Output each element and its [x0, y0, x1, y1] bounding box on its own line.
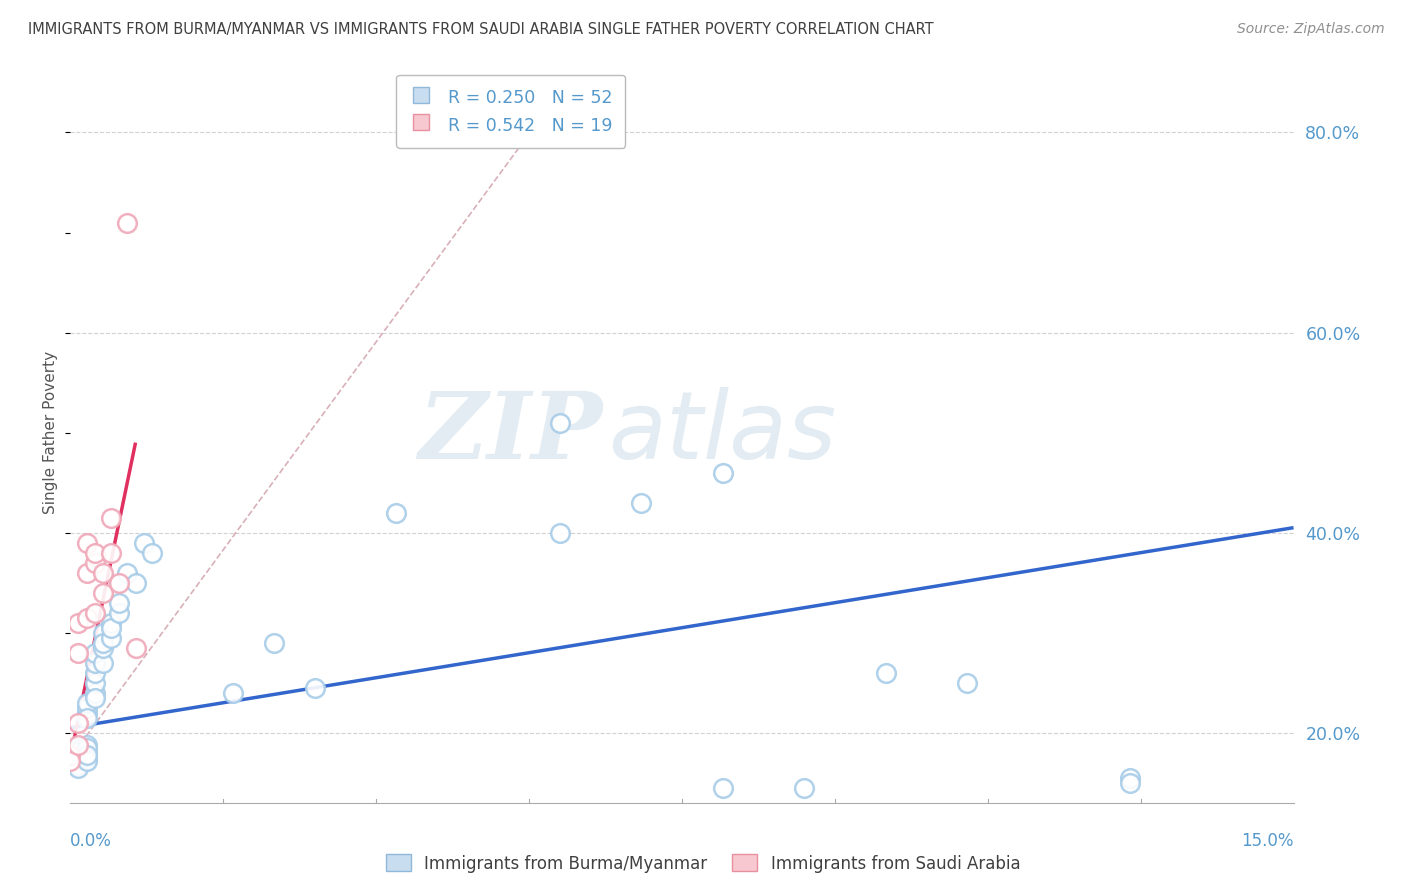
Point	[83, 665, 105, 680]
Point	[76, 706, 98, 720]
Point	[711, 466, 734, 480]
Point	[100, 615, 122, 630]
Point	[793, 780, 815, 795]
Point	[76, 566, 98, 580]
Text: 0.0%: 0.0%	[70, 832, 112, 850]
Point	[117, 566, 139, 580]
Legend: Immigrants from Burma/Myanmar, Immigrants from Saudi Arabia: Immigrants from Burma/Myanmar, Immigrant…	[380, 847, 1026, 880]
Point	[132, 535, 155, 549]
Point	[59, 754, 82, 768]
Point	[83, 675, 105, 690]
Point	[67, 740, 90, 755]
Point	[222, 686, 245, 700]
Text: Source: ZipAtlas.com: Source: ZipAtlas.com	[1237, 22, 1385, 37]
Point	[1119, 776, 1142, 790]
Point	[100, 631, 122, 645]
Y-axis label: Single Father Poverty: Single Father Poverty	[44, 351, 59, 514]
Point	[108, 575, 131, 590]
Point	[108, 606, 131, 620]
Point	[91, 566, 114, 580]
Point	[100, 510, 122, 524]
Point	[76, 610, 98, 624]
Point	[630, 496, 652, 510]
Point	[76, 747, 98, 762]
Point	[956, 675, 979, 690]
Point	[76, 700, 98, 714]
Point	[263, 636, 285, 650]
Text: ZIP: ZIP	[418, 388, 602, 477]
Point	[83, 546, 105, 560]
Point	[76, 696, 98, 710]
Point	[83, 606, 105, 620]
Point	[83, 686, 105, 700]
Point	[91, 625, 114, 640]
Point	[117, 215, 139, 229]
Text: 15.0%: 15.0%	[1241, 832, 1294, 850]
Point	[76, 751, 98, 765]
Point	[548, 525, 571, 540]
Point	[59, 756, 82, 770]
Point	[67, 615, 90, 630]
Point	[67, 715, 90, 730]
Point	[67, 747, 90, 762]
Point	[67, 646, 90, 660]
Point	[91, 640, 114, 655]
Point	[83, 556, 105, 570]
Point	[59, 751, 82, 765]
Point	[67, 761, 90, 775]
Point	[875, 665, 897, 680]
Point	[1119, 771, 1142, 785]
Point	[76, 535, 98, 549]
Point	[100, 546, 122, 560]
Point	[67, 751, 90, 765]
Point	[108, 596, 131, 610]
Point	[124, 575, 146, 590]
Point	[91, 585, 114, 599]
Point	[76, 738, 98, 752]
Point	[67, 757, 90, 772]
Point	[83, 690, 105, 705]
Text: atlas: atlas	[609, 387, 837, 478]
Point	[91, 656, 114, 670]
Point	[711, 780, 734, 795]
Point	[83, 656, 105, 670]
Point	[385, 506, 408, 520]
Point	[67, 756, 90, 770]
Point	[83, 646, 105, 660]
Point	[124, 640, 146, 655]
Point	[67, 744, 90, 758]
Point	[91, 636, 114, 650]
Point	[76, 746, 98, 760]
Point	[304, 681, 326, 695]
Point	[141, 546, 163, 560]
Point	[76, 740, 98, 755]
Point	[548, 416, 571, 430]
Point	[59, 747, 82, 762]
Text: IMMIGRANTS FROM BURMA/MYANMAR VS IMMIGRANTS FROM SAUDI ARABIA SINGLE FATHER POVE: IMMIGRANTS FROM BURMA/MYANMAR VS IMMIGRA…	[28, 22, 934, 37]
Point	[76, 711, 98, 725]
Point	[100, 621, 122, 635]
Legend: R = 0.250   N = 52, R = 0.542   N = 19: R = 0.250 N = 52, R = 0.542 N = 19	[396, 75, 626, 147]
Point	[67, 738, 90, 752]
Point	[76, 754, 98, 768]
